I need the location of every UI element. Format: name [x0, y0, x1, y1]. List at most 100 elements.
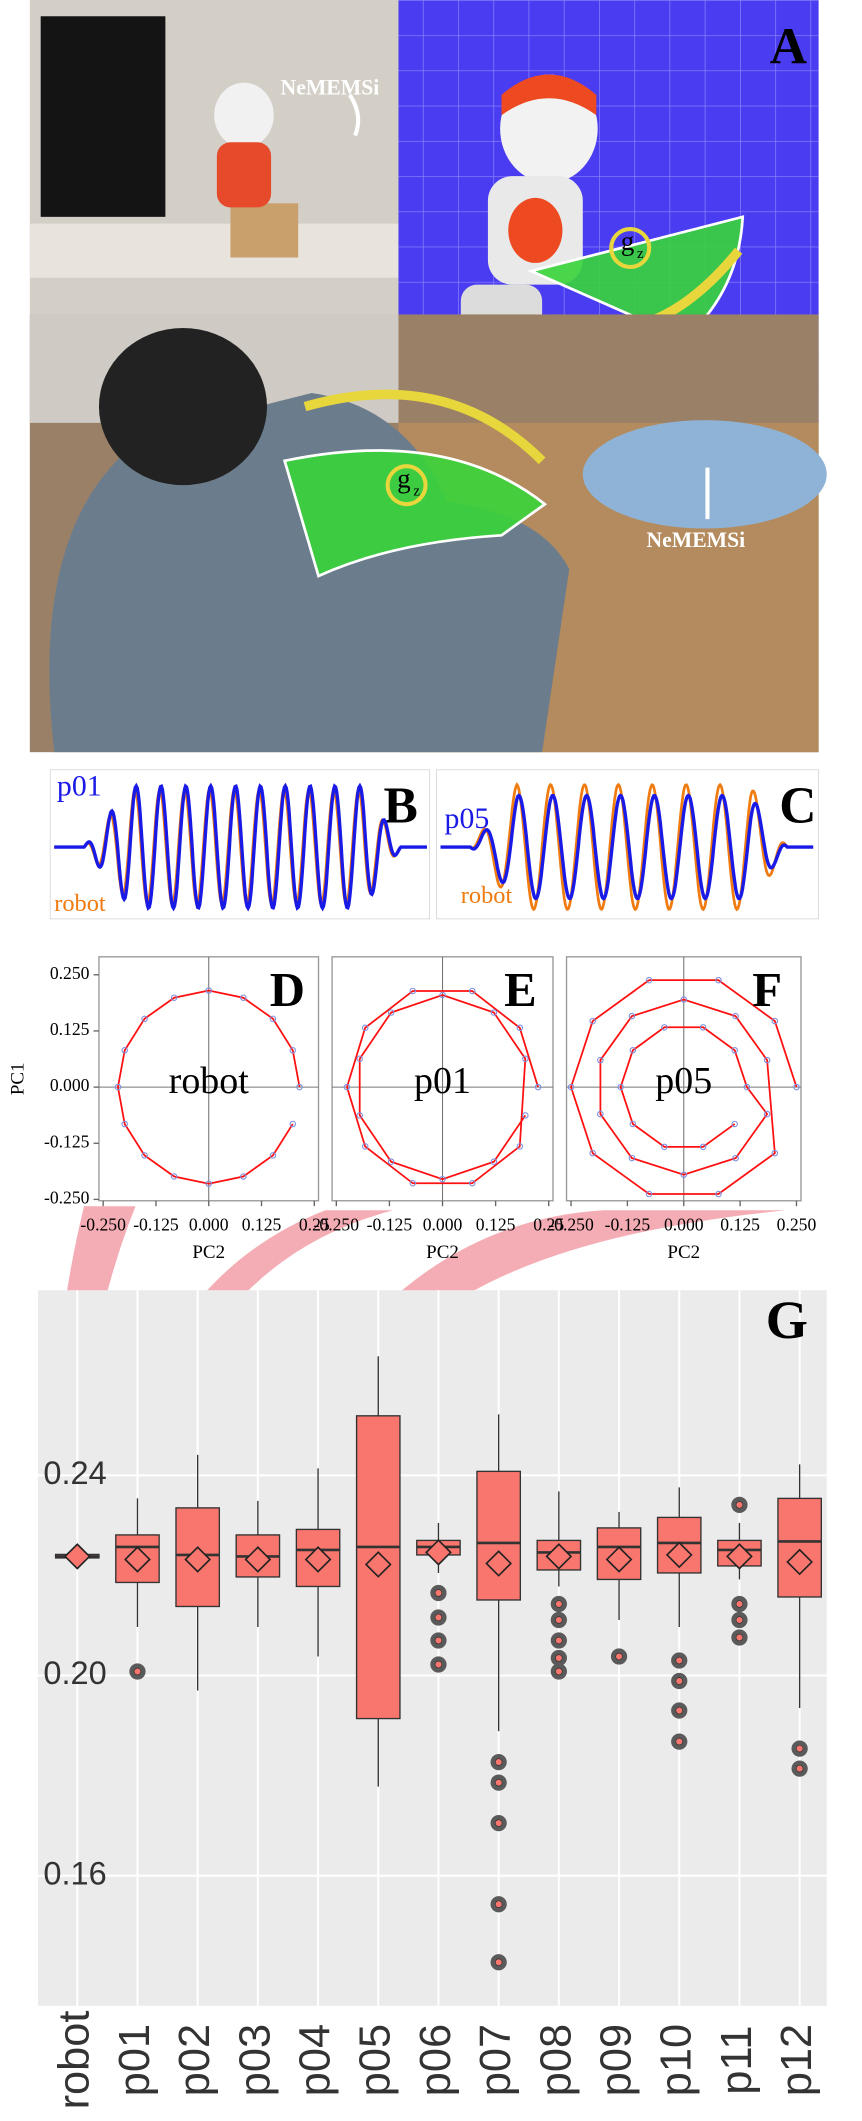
sample-point	[732, 1154, 739, 1162]
sample-point	[731, 1120, 738, 1128]
trace-label: robot	[54, 890, 106, 917]
panel-label: E	[504, 963, 537, 1017]
mean-diamond	[304, 1546, 332, 1573]
x-tick-label: p10	[653, 2024, 701, 2096]
panel-annotation: p05	[655, 1060, 712, 1102]
outlier-core	[434, 1613, 443, 1622]
pointer-arrow	[347, 93, 361, 137]
y-tick-label: 0.24	[43, 1455, 106, 1491]
sample-point	[567, 1083, 575, 1091]
gyro-icon	[609, 227, 652, 270]
outlier-core	[735, 1616, 744, 1624]
sample-point	[628, 1012, 636, 1020]
sample-point	[387, 1009, 395, 1016]
sample-point	[356, 1112, 363, 1119]
x-tick-label: 0.125	[242, 1215, 282, 1235]
x-axis-label: PC2	[667, 1242, 700, 1263]
panel-label: G	[766, 1290, 808, 1350]
x-axis-label: PC2	[192, 1242, 225, 1263]
sample-point	[387, 1158, 395, 1165]
sample-point	[680, 1171, 688, 1178]
mean-diamond	[786, 1548, 813, 1576]
sample-point	[763, 1056, 771, 1064]
outlier-core	[494, 1778, 503, 1787]
robot-head-top	[501, 74, 597, 116]
sample-point	[121, 1047, 128, 1054]
sample-point	[205, 987, 212, 994]
sample-point	[343, 1083, 351, 1091]
sample-point	[356, 1055, 363, 1063]
robot-chest	[508, 197, 563, 263]
outlier-core	[675, 1737, 683, 1746]
sample-point	[121, 1120, 128, 1128]
photo-panel: NeMEMSi NeMEMSi g z g z A	[29, 0, 827, 753]
sample-point	[597, 1056, 604, 1064]
sample-point	[289, 1120, 297, 1128]
outlier-core	[494, 1958, 503, 1966]
sample-point	[731, 1047, 738, 1054]
sample-point	[240, 1173, 247, 1180]
chair	[582, 420, 827, 529]
x-tick-label: 0.250	[777, 1215, 817, 1235]
x-tick-label: 0.125	[476, 1215, 516, 1235]
sample-point	[645, 976, 653, 984]
sample-point	[170, 1173, 178, 1180]
robot-small-body	[216, 142, 272, 208]
x-tick-label: -0.250	[548, 1215, 594, 1235]
sample-point	[469, 987, 476, 995]
box	[476, 1470, 522, 1601]
sample-point	[661, 1143, 668, 1151]
outlier-core	[434, 1636, 443, 1645]
sample-point	[361, 1143, 369, 1150]
x-tick-label: 0.25	[299, 1215, 330, 1235]
sample-point	[522, 1055, 529, 1063]
sample-point	[699, 1143, 707, 1151]
photo-label: NeMEMSi	[646, 528, 745, 552]
sample-point	[269, 1015, 277, 1023]
sample-point	[170, 994, 178, 1001]
sample-point	[409, 1179, 417, 1187]
sample-point	[771, 1017, 779, 1025]
gyro-symbol: g	[397, 463, 411, 493]
sample-point	[439, 991, 446, 999]
x-tick-label: p04	[292, 2024, 340, 2096]
mean-diamond	[726, 1543, 753, 1570]
outlier-core	[555, 1616, 563, 1624]
sample-point	[114, 1083, 122, 1091]
outlier-core	[675, 1677, 683, 1685]
outlier-core	[795, 1744, 804, 1753]
robot-small	[214, 82, 274, 148]
plot-area	[37, 1290, 827, 2006]
sample-point	[589, 1149, 596, 1157]
x-tick-label: -0.125	[367, 1215, 413, 1235]
x-tick-label: p06	[412, 2024, 460, 2096]
mean-diamond	[124, 1546, 151, 1573]
outlier-core	[795, 1764, 804, 1773]
outlier-core	[735, 1600, 744, 1608]
sample-point	[589, 1017, 596, 1025]
x-tick-label: p08	[532, 2024, 580, 2096]
x-tick-label: p07	[472, 2024, 520, 2096]
sample-point	[629, 1047, 637, 1054]
box	[777, 1497, 822, 1598]
sample-point	[617, 1083, 624, 1091]
mean-diamond	[485, 1550, 512, 1577]
sample-point	[296, 1083, 303, 1091]
sample-point	[715, 1190, 722, 1198]
trace	[440, 793, 814, 901]
y-axis-label: PC1	[7, 1062, 28, 1095]
outlier-core	[555, 1636, 563, 1645]
mean-diamond	[425, 1539, 452, 1566]
sample-point	[439, 1175, 446, 1183]
sample-point	[715, 976, 722, 984]
monitor	[40, 16, 166, 217]
x-tick-label: p12	[773, 2024, 821, 2096]
panel-label: C	[779, 777, 816, 834]
sample-point	[141, 1152, 148, 1159]
x-tick-label: p02	[171, 2024, 219, 2096]
stand	[230, 203, 299, 258]
sample-point	[516, 1024, 524, 1032]
y-tick-label: 0.16	[43, 1855, 106, 1891]
panel-label: F	[752, 963, 782, 1017]
